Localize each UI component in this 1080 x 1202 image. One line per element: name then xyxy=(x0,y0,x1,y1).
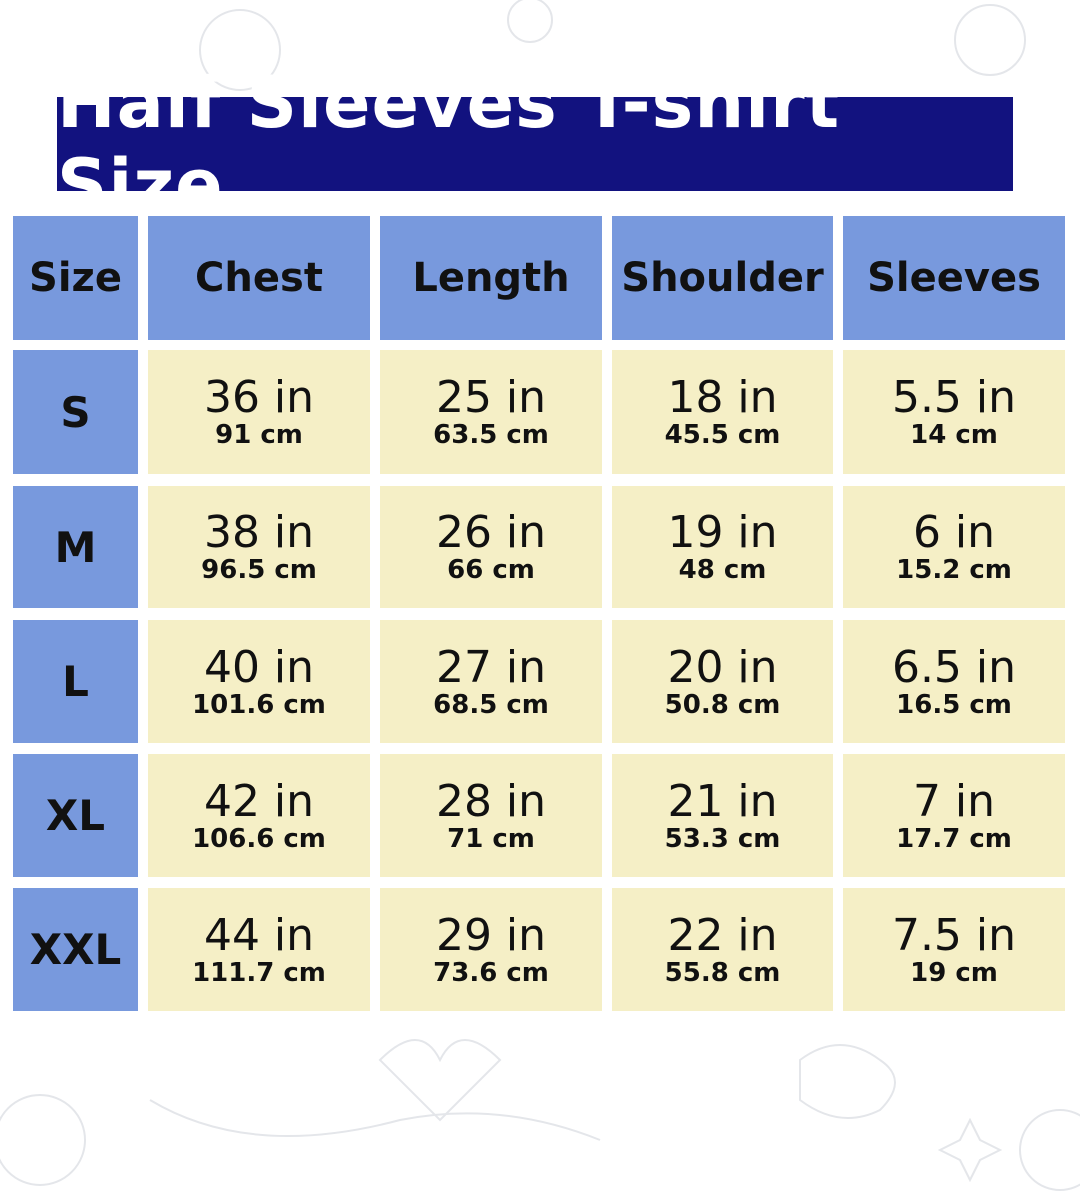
cm-value: 111.7 cm xyxy=(192,957,326,988)
inches-value: 44 in xyxy=(203,909,315,961)
inches-value: 7 in xyxy=(912,775,996,827)
header-length: Length xyxy=(380,216,602,340)
size-label: XXL xyxy=(13,888,138,1011)
cm-value: 17.7 cm xyxy=(896,823,1012,854)
size-label: S xyxy=(13,350,138,474)
inches-value: 29 in xyxy=(435,909,547,961)
size-label: M xyxy=(13,486,138,608)
inches-value: 40 in xyxy=(203,641,315,693)
measurement-cell: 6.5 in 16.5 cm xyxy=(843,620,1065,743)
cm-value: 106.6 cm xyxy=(192,823,326,854)
cm-value: 68.5 cm xyxy=(433,689,549,720)
cm-value: 14 cm xyxy=(910,420,998,450)
inches-value: 6 in xyxy=(912,507,996,558)
measurement-cell: 40 in 101.6 cm xyxy=(148,620,370,743)
header-shoulder: Shoulder xyxy=(612,216,833,340)
header-size: Size xyxy=(13,216,138,340)
measurement-cell: 28 in 71 cm xyxy=(380,754,602,877)
inches-value: 19 in xyxy=(667,507,778,558)
cm-value: 53.3 cm xyxy=(664,823,781,854)
cm-value: 91 cm xyxy=(215,420,303,450)
cm-value: 50.8 cm xyxy=(664,689,781,720)
cm-value: 63.5 cm xyxy=(433,420,549,450)
cm-value: 16.5 cm xyxy=(896,689,1012,720)
inches-value: 5.5 in xyxy=(891,372,1017,423)
inches-value: 38 in xyxy=(203,507,315,558)
measurement-cell: 6 in 15.2 cm xyxy=(843,486,1065,608)
cm-value: 48 cm xyxy=(678,555,767,585)
inches-value: 25 in xyxy=(435,372,547,423)
measurement-cell: 7 in 17.7 cm xyxy=(843,754,1065,877)
measurement-cell: 7.5 in 19 cm xyxy=(843,888,1065,1011)
measurement-cell: 19 in 48 cm xyxy=(612,486,833,608)
header-sleeves: Sleeves xyxy=(843,216,1065,340)
cm-value: 19 cm xyxy=(910,957,998,988)
measurement-cell: 20 in 50.8 cm xyxy=(612,620,833,743)
cm-value: 66 cm xyxy=(447,555,535,585)
inches-value: 27 in xyxy=(435,641,547,693)
measurement-cell: 22 in 55.8 cm xyxy=(612,888,833,1011)
inches-value: 26 in xyxy=(435,507,547,558)
size-label: XL xyxy=(13,754,138,877)
cm-value: 55.8 cm xyxy=(664,957,781,988)
inches-value: 36 in xyxy=(203,372,315,423)
page-title: Half Sleeves T-shirt Size xyxy=(57,62,1013,226)
measurement-cell: 18 in 45.5 cm xyxy=(612,350,833,474)
inches-value: 22 in xyxy=(667,909,778,961)
cm-value: 45.5 cm xyxy=(664,420,781,450)
inches-value: 20 in xyxy=(667,641,778,693)
cm-value: 101.6 cm xyxy=(192,689,326,720)
cm-value: 73.6 cm xyxy=(433,957,549,988)
header-chest: Chest xyxy=(148,216,370,340)
inches-value: 6.5 in xyxy=(891,641,1017,693)
inches-value: 18 in xyxy=(667,372,778,423)
inches-value: 42 in xyxy=(203,775,315,827)
inches-value: 28 in xyxy=(435,775,547,827)
measurement-cell: 38 in 96.5 cm xyxy=(148,486,370,608)
cm-value: 71 cm xyxy=(447,823,535,854)
measurement-cell: 25 in 63.5 cm xyxy=(380,350,602,474)
cm-value: 96.5 cm xyxy=(201,555,317,585)
measurement-cell: 5.5 in 14 cm xyxy=(843,350,1065,474)
measurement-cell: 44 in 111.7 cm xyxy=(148,888,370,1011)
size-label: L xyxy=(13,620,138,743)
measurement-cell: 29 in 73.6 cm xyxy=(380,888,602,1011)
measurement-cell: 27 in 68.5 cm xyxy=(380,620,602,743)
measurement-cell: 36 in 91 cm xyxy=(148,350,370,474)
cm-value: 15.2 cm xyxy=(896,555,1012,585)
inches-value: 7.5 in xyxy=(891,909,1017,961)
measurement-cell: 21 in 53.3 cm xyxy=(612,754,833,877)
inches-value: 21 in xyxy=(667,775,778,827)
measurement-cell: 26 in 66 cm xyxy=(380,486,602,608)
measurement-cell: 42 in 106.6 cm xyxy=(148,754,370,877)
